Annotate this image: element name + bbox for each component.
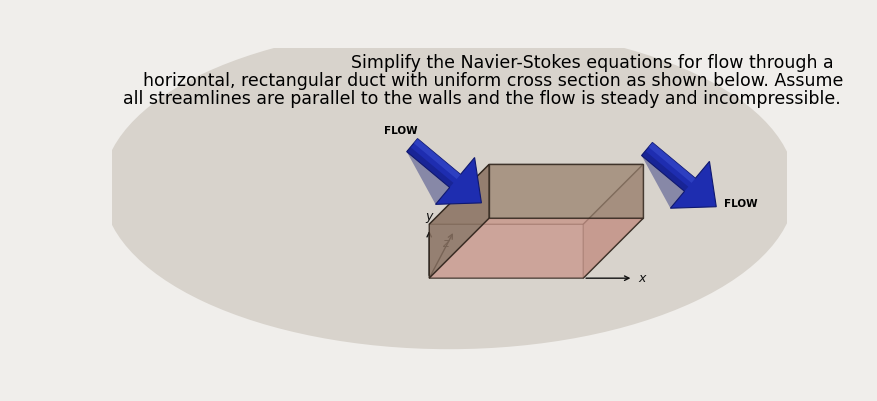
Polygon shape	[407, 147, 453, 205]
Text: z: z	[442, 237, 448, 250]
Text: y: y	[425, 210, 433, 223]
Polygon shape	[429, 164, 489, 278]
Polygon shape	[642, 142, 717, 208]
Text: x: x	[638, 272, 645, 285]
Polygon shape	[649, 142, 709, 183]
Text: horizontal, rectangular duct with uniform cross section as shown below. Assume: horizontal, rectangular duct with unifor…	[143, 72, 843, 90]
Text: FLOW: FLOW	[384, 126, 417, 136]
Ellipse shape	[103, 26, 795, 349]
Text: FLOW: FLOW	[724, 199, 758, 209]
Polygon shape	[642, 151, 688, 208]
Polygon shape	[583, 164, 643, 278]
Text: Simplify the Navier-Stokes equations for flow through a: Simplify the Navier-Stokes equations for…	[351, 54, 833, 72]
Polygon shape	[407, 139, 481, 205]
Polygon shape	[429, 218, 643, 278]
Polygon shape	[414, 139, 474, 179]
Polygon shape	[489, 164, 643, 218]
Polygon shape	[429, 164, 643, 224]
Text: all streamlines are parallel to the walls and the flow is steady and incompressi: all streamlines are parallel to the wall…	[124, 90, 841, 108]
